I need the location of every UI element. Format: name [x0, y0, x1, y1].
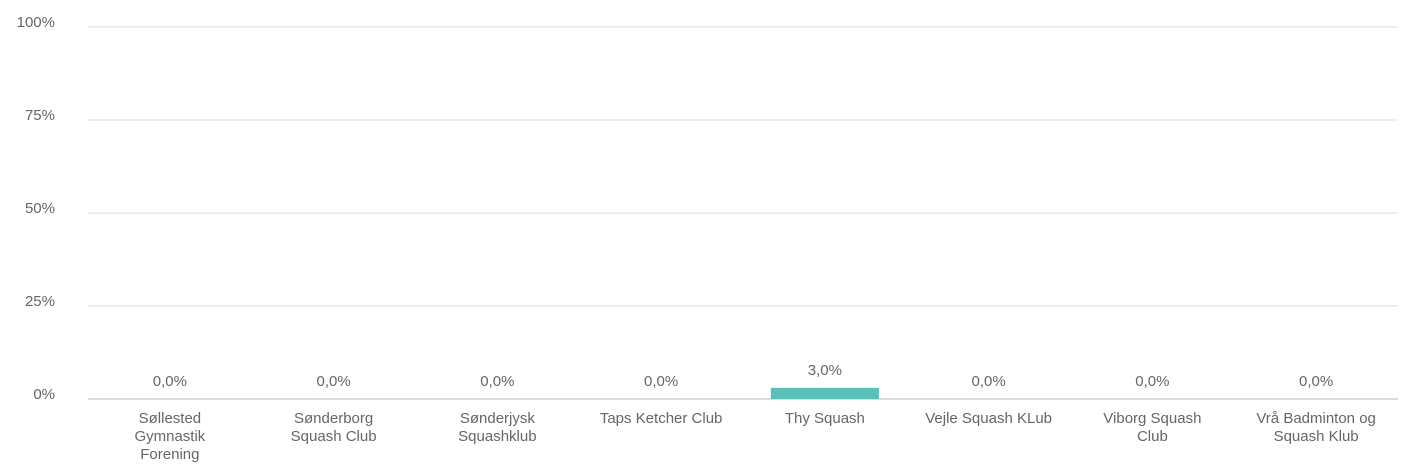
x-tick-label: Thy Squash	[784, 410, 865, 427]
x-tick-label: Taps Ketcher Club	[599, 410, 723, 427]
x-tick-label: Vrå Badminton og Squash Klub	[1256, 410, 1376, 445]
value-label: 0,0%	[1135, 373, 1169, 390]
y-tick-label: 100%	[17, 14, 55, 31]
value-label: 0,0%	[480, 373, 514, 390]
x-tick-label: Sønderborg Squash Club	[290, 410, 377, 445]
value-label: 0,0%	[153, 373, 187, 390]
value-label: 3,0%	[808, 362, 842, 379]
value-label: 0,0%	[972, 373, 1006, 390]
y-tick-label: 75%	[25, 107, 55, 124]
x-tick-label: Sønderjysk Squashklub	[458, 410, 537, 445]
bar	[770, 387, 879, 399]
value-label: 0,0%	[1299, 373, 1333, 390]
y-tick-label: 25%	[25, 293, 55, 310]
x-tick-label: Vejle Squash KLub	[925, 410, 1053, 427]
x-tick-label: Viborg Squash Club	[1103, 410, 1202, 445]
y-tick-label: 0%	[33, 386, 55, 403]
value-label: 0,0%	[644, 373, 678, 390]
value-label: 0,0%	[317, 373, 351, 390]
y-tick-label: 50%	[25, 200, 55, 217]
x-tick-label: Søllested Gymnastik Forening	[134, 410, 206, 463]
